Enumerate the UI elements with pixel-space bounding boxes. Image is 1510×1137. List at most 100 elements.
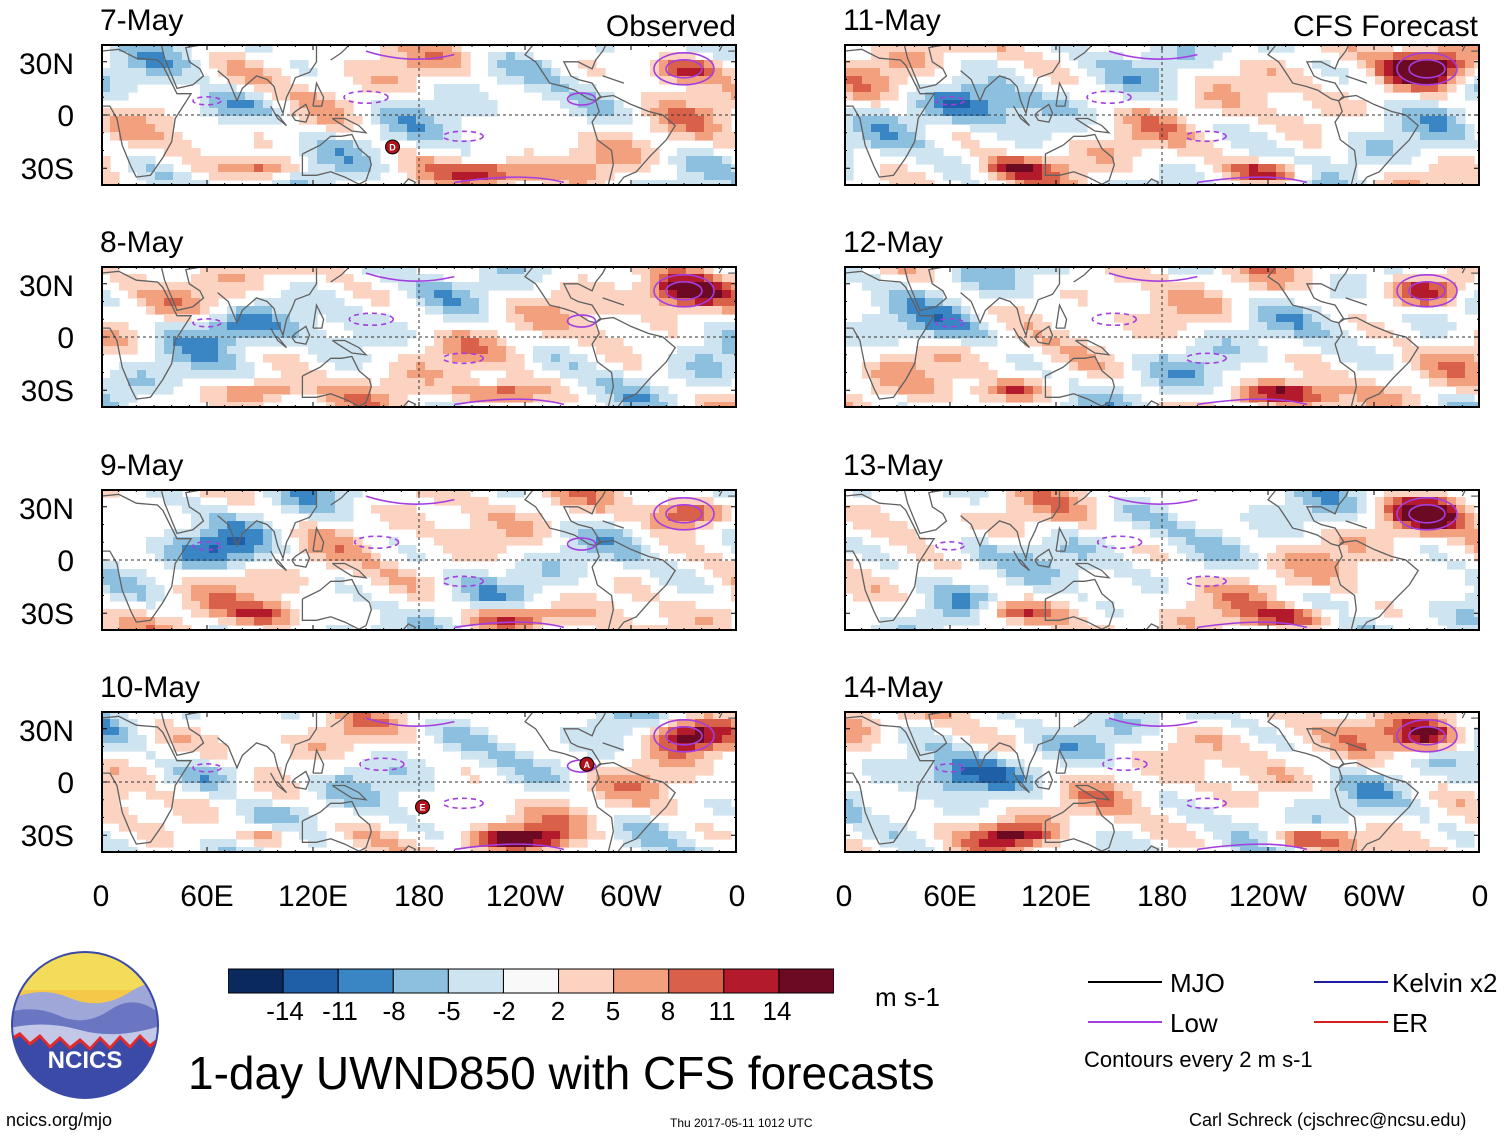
anomaly-cell [880,84,890,93]
anomaly-cell [1357,148,1367,157]
anomaly-cell [596,831,606,840]
anomaly-cell [1366,60,1376,69]
anomaly-cell [227,322,237,331]
anomaly-cell [416,759,426,768]
anomaly-cell [569,497,579,506]
anomaly-cell [407,617,417,626]
anomaly-cell [380,799,390,808]
anomaly-cell [713,172,723,181]
anomaly-cell [488,751,498,760]
anomaly-cell [281,545,291,554]
anomaly-cell [380,807,390,816]
anomaly-cell [380,298,390,307]
map-panel-observed-2 [101,266,737,408]
anomaly-cell [632,298,642,307]
anomaly-cell [236,561,246,570]
anomaly-cell [299,521,309,530]
anomaly-cell [1060,44,1070,53]
anomaly-cell [731,172,737,181]
anomaly-cell [560,775,570,784]
anomaly-cell [398,569,408,578]
anomaly-cell [659,306,669,315]
anomaly-cell [1447,282,1457,291]
anomaly-cell [416,100,426,109]
anomaly-cell [389,783,399,792]
anomaly-cell [650,775,660,784]
anomaly-cell [578,306,588,315]
anomaly-cell [686,92,696,101]
anomaly-cell [119,815,129,824]
anomaly-cell [1429,108,1439,117]
anomaly-cell [506,76,516,85]
anomaly-cell [970,140,980,149]
anomaly-cell [191,298,201,307]
anomaly-cell [470,625,480,631]
anomaly-cell [443,727,453,736]
anomaly-cell [443,617,453,626]
anomaly-cell [1078,140,1088,149]
anomaly-cell [970,92,980,101]
anomaly-cell [979,116,989,125]
anomaly-cell [677,76,687,85]
anomaly-cell [389,322,399,331]
anomaly-cell [1267,44,1277,53]
anomaly-cell [1132,76,1142,85]
anomaly-cell [452,330,462,339]
anomaly-cell [110,799,120,808]
anomaly-cell [200,330,210,339]
anomaly-cell [389,727,399,736]
anomaly-cell [988,68,998,77]
anomaly-cell [704,831,714,840]
anomaly-cell [862,314,872,323]
anomaly-cell [389,513,399,522]
anomaly-cell [898,180,908,186]
anomaly-cell [578,601,588,610]
anomaly-cell [731,84,737,93]
anomaly-cell [317,148,327,157]
anomaly-cell [326,537,336,546]
anomaly-cell [1141,60,1151,69]
anomaly-cell [209,274,219,283]
anomaly-cell [704,378,714,387]
anomaly-cell [101,585,111,594]
anomaly-cell [704,743,714,752]
lat-label-eq: 0 [57,100,74,133]
anomaly-cell [497,274,507,283]
anomaly-cell [101,346,111,355]
anomaly-cell [299,378,309,387]
anomaly-cell [425,60,435,69]
anomaly-cell [677,108,687,117]
anomaly-cell [997,44,1007,53]
anomaly-cell [128,124,138,133]
anomaly-cell [560,180,570,186]
anomaly-cell [1033,124,1043,133]
anomaly-cell [853,108,863,117]
anomaly-cell [1015,132,1025,141]
anomaly-cell [1159,124,1169,133]
anomaly-cell [614,497,624,506]
anomaly-cell [110,609,120,618]
anomaly-cell [1168,84,1178,93]
anomaly-cell [272,394,282,403]
anomaly-cell [272,330,282,339]
anomaly-cell [659,609,669,618]
anomaly-cell [515,823,525,832]
anomaly-cell [281,791,291,800]
anomaly-cell [970,266,980,275]
anomaly-cell [704,727,714,736]
anomaly-cell [506,172,516,181]
anomaly-cell [443,290,453,299]
anomaly-cell [101,767,111,776]
anomaly-cell [164,625,174,631]
anomaly-cell [119,92,129,101]
anomaly-cell [389,378,399,387]
anomaly-cell [254,815,264,824]
anomaly-cell [979,266,989,275]
anomaly-cell [263,767,273,776]
anomaly-cell [542,156,552,165]
anomaly-cell [272,362,282,371]
anomaly-cell [542,330,552,339]
anomaly-cell [614,148,624,157]
anomaly-cell [434,180,444,186]
anomaly-cell [1258,84,1268,93]
